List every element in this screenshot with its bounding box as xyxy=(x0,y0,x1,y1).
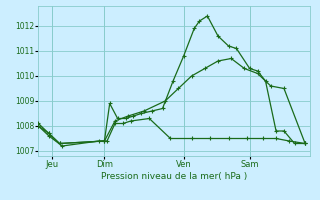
X-axis label: Pression niveau de la mer( hPa ): Pression niveau de la mer( hPa ) xyxy=(101,172,248,181)
